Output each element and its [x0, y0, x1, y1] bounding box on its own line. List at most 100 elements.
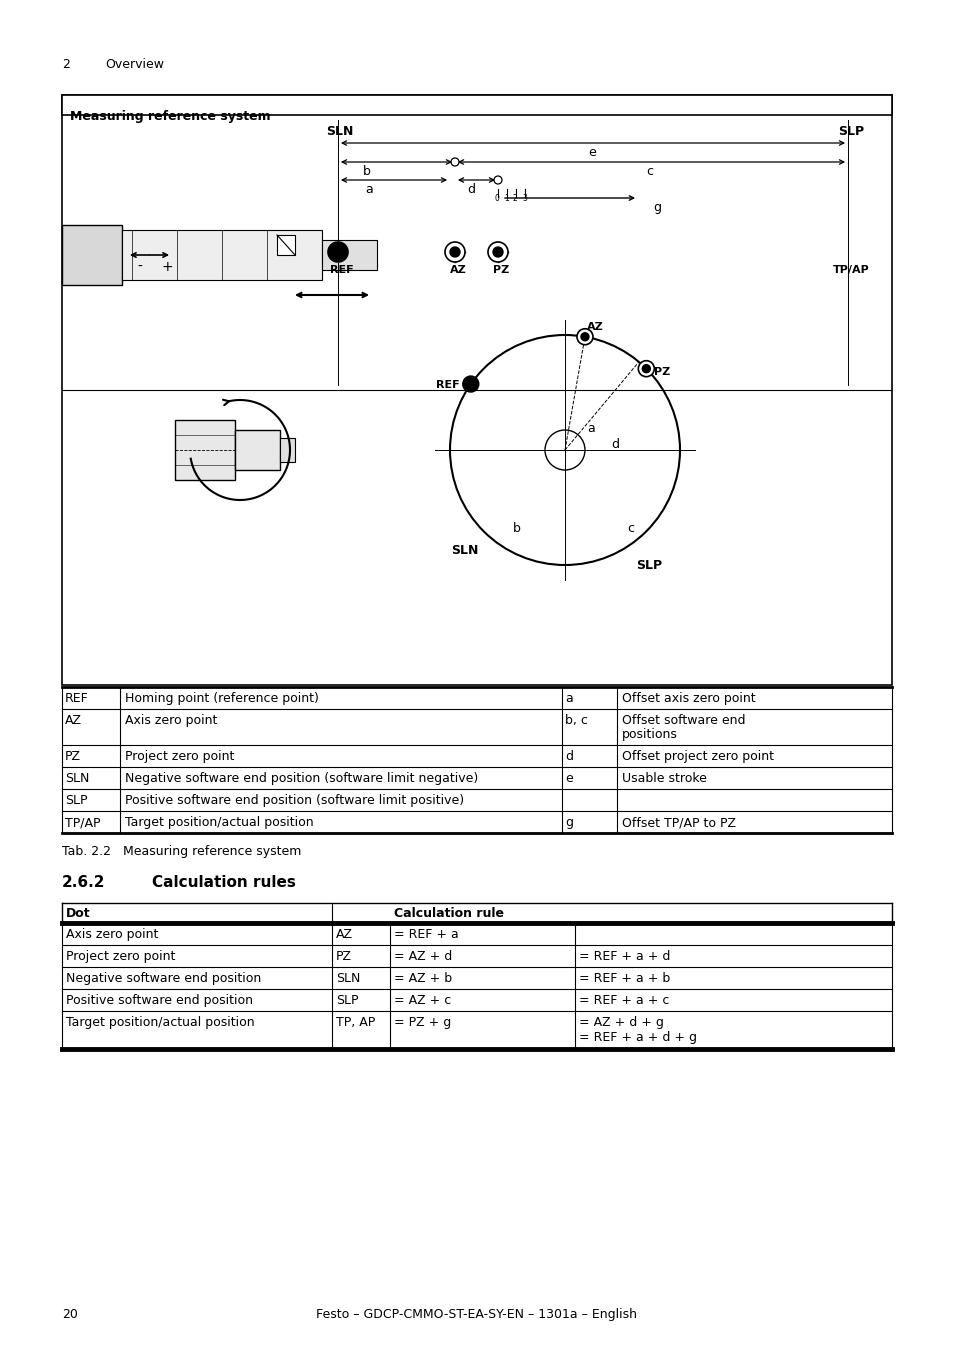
Text: REF: REF	[330, 266, 354, 275]
Text: SLN: SLN	[335, 972, 360, 985]
Text: Negative software end position (software limit negative): Negative software end position (software…	[125, 772, 477, 785]
Text: REF: REF	[65, 692, 89, 705]
Bar	[62, 94, 891, 685]
Text: TP, AP: TP, AP	[335, 1016, 375, 1029]
Text: g: g	[652, 201, 660, 214]
Text: 2: 2	[513, 194, 517, 204]
Text: Target position/actual position: Target position/actual position	[125, 816, 314, 829]
Text: b: b	[363, 164, 371, 178]
Text: Offset project zero point: Offset project zero point	[621, 749, 773, 763]
Text: d: d	[610, 438, 618, 452]
Bar	[276, 235, 294, 255]
Bar	[234, 430, 280, 470]
Text: REF: REF	[436, 380, 459, 390]
Text: Offset software end: Offset software end	[621, 714, 744, 727]
Text: b: b	[513, 522, 520, 535]
Text: positions: positions	[621, 728, 678, 741]
Text: +: +	[162, 260, 173, 274]
Text: 1: 1	[503, 194, 508, 204]
Circle shape	[450, 247, 459, 257]
Text: 20: 20	[62, 1308, 78, 1321]
Text: = REF + a: = REF + a	[394, 927, 458, 941]
Text: d: d	[467, 183, 475, 195]
Text: Calculation rules: Calculation rules	[152, 875, 295, 890]
Text: Axis zero point: Axis zero point	[66, 927, 158, 941]
Text: SLN: SLN	[326, 125, 353, 137]
Circle shape	[577, 329, 593, 345]
Bar	[174, 421, 234, 480]
Text: SLP: SLP	[65, 794, 88, 807]
Bar	[280, 438, 294, 462]
Text: SLN: SLN	[65, 772, 90, 785]
Bar	[62, 225, 122, 284]
Circle shape	[462, 376, 478, 392]
Text: b, c: b, c	[564, 714, 587, 727]
Text: d: d	[564, 749, 573, 763]
Text: Target position/actual position: Target position/actual position	[66, 1016, 254, 1029]
Text: = REF + a + b: = REF + a + b	[578, 972, 670, 985]
Bar	[322, 240, 376, 270]
Text: Festo – GDCP-CMMO-ST-EA-SY-EN – 1301a – English: Festo – GDCP-CMMO-ST-EA-SY-EN – 1301a – …	[316, 1308, 637, 1321]
Text: = AZ + c: = AZ + c	[394, 993, 451, 1007]
Text: Overview: Overview	[105, 58, 164, 71]
Text: Axis zero point: Axis zero point	[125, 714, 217, 727]
Bar	[122, 231, 322, 280]
Text: c: c	[645, 164, 652, 178]
Text: -: -	[137, 260, 142, 274]
Text: = AZ + b: = AZ + b	[394, 972, 452, 985]
Text: = AZ + d: = AZ + d	[394, 950, 452, 962]
Text: SLP: SLP	[837, 125, 863, 137]
Text: TP/AP: TP/AP	[65, 816, 100, 829]
Text: = REF + a + d: = REF + a + d	[578, 950, 670, 962]
Text: PZ: PZ	[654, 367, 670, 376]
Circle shape	[444, 243, 464, 262]
Text: AZ: AZ	[450, 266, 466, 275]
Text: = REF + a + c: = REF + a + c	[578, 993, 669, 1007]
Circle shape	[451, 158, 458, 166]
Text: Tab. 2.2   Measuring reference system: Tab. 2.2 Measuring reference system	[62, 845, 301, 857]
Text: a: a	[365, 183, 373, 195]
Text: PZ: PZ	[335, 950, 352, 962]
Text: Positive software end position (software limit positive): Positive software end position (software…	[125, 794, 464, 807]
Text: Usable stroke: Usable stroke	[621, 772, 706, 785]
Text: Offset axis zero point: Offset axis zero point	[621, 692, 755, 705]
Text: 0: 0	[495, 194, 499, 204]
Text: Homing point (reference point): Homing point (reference point)	[125, 692, 318, 705]
Circle shape	[641, 365, 650, 372]
Text: Calculation rule: Calculation rule	[394, 907, 503, 919]
Text: SLN: SLN	[451, 545, 477, 557]
Text: c: c	[626, 522, 634, 535]
Text: Positive software end position: Positive software end position	[66, 993, 253, 1007]
Text: a: a	[564, 692, 572, 705]
Text: = AZ + d + g: = AZ + d + g	[578, 1016, 663, 1029]
Bar	[62, 94, 891, 115]
Text: SLP: SLP	[335, 993, 358, 1007]
Text: TP/AP: TP/AP	[832, 266, 869, 275]
Text: Negative software end position: Negative software end position	[66, 972, 261, 985]
Text: = REF + a + d + g: = REF + a + d + g	[578, 1031, 697, 1043]
Text: 2.6.2: 2.6.2	[62, 875, 106, 890]
Circle shape	[494, 177, 501, 183]
Circle shape	[638, 361, 654, 376]
Circle shape	[488, 243, 507, 262]
Text: PZ: PZ	[65, 749, 81, 763]
Text: Project zero point: Project zero point	[125, 749, 234, 763]
Text: a: a	[586, 422, 594, 435]
Circle shape	[580, 333, 588, 341]
Text: = PZ + g: = PZ + g	[394, 1016, 451, 1029]
Text: SLP: SLP	[636, 559, 661, 572]
Text: 2: 2	[62, 58, 70, 71]
Text: e: e	[587, 146, 595, 159]
Circle shape	[328, 243, 348, 262]
Text: AZ: AZ	[586, 322, 603, 332]
Text: AZ: AZ	[335, 927, 353, 941]
Text: Dot: Dot	[66, 907, 91, 919]
Text: AZ: AZ	[65, 714, 82, 727]
Text: Offset TP/AP to PZ: Offset TP/AP to PZ	[621, 816, 735, 829]
Text: g: g	[564, 816, 573, 829]
Text: Measuring reference system: Measuring reference system	[70, 111, 271, 123]
Text: e: e	[564, 772, 572, 785]
Circle shape	[493, 247, 502, 257]
Text: PZ: PZ	[493, 266, 509, 275]
Text: 3: 3	[521, 194, 526, 204]
